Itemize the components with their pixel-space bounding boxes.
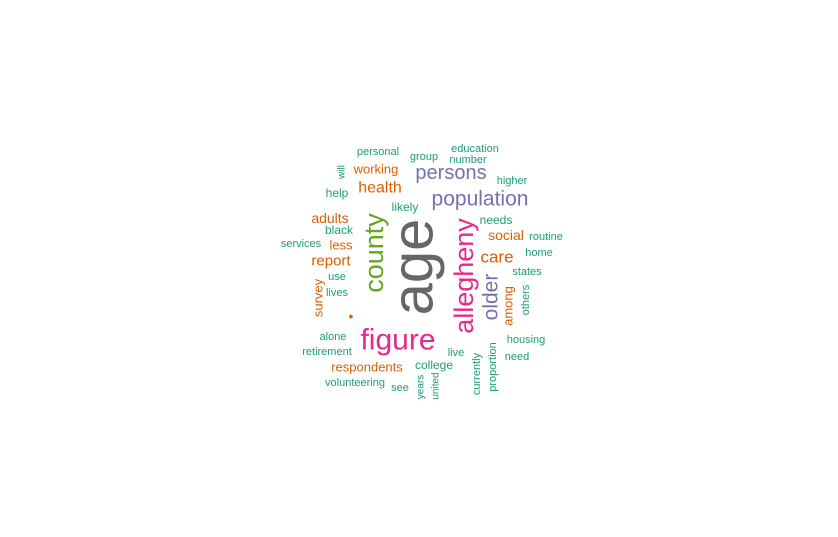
word-use: use [328,271,346,283]
word-figure: figure [360,324,435,357]
word-services: services [281,238,322,250]
word-health: health [358,180,402,197]
word-alone: alone [320,331,347,343]
word-united: united [431,372,442,399]
word-see: see [391,382,409,394]
word-will: will [337,165,348,180]
word-proportion: proportion [487,342,499,392]
word-years: years [416,375,427,399]
word-help: help [326,186,349,200]
word-retirement: retirement [302,346,352,358]
word-survey: survey [311,278,326,317]
word-persons: persons [415,162,486,184]
word-adults: adults [311,210,348,226]
word-group: group [410,151,438,163]
word-need: need [505,351,529,363]
word-needs: needs [480,213,513,227]
word-care: care [480,248,513,267]
word-lives: lives [326,287,349,299]
word-personal: personal [357,146,399,158]
word-states: states [512,266,542,278]
word-routine: routine [529,231,563,243]
word-black: black [325,223,354,237]
word-social: social [488,227,524,243]
word-less: less [329,238,353,253]
word-bullet: • [349,308,354,324]
word-currently: currently [471,352,483,395]
word-respondents: respondents [331,360,403,375]
word-working: working [353,162,399,177]
word-number: number [449,154,487,166]
word-age: age [381,219,446,316]
word-population: population [432,188,529,211]
word-allegheny: allegheny [449,218,479,334]
word-education: education [451,143,499,155]
word-likely: likely [392,200,419,214]
word-higher: higher [497,175,528,187]
word-home: home [525,247,553,259]
word-others: others [520,284,532,315]
word-volunteering: volunteering [325,377,385,389]
word-live: live [448,347,465,359]
word-among: among [501,286,516,326]
word-report: report [311,253,351,270]
word-older: older [480,274,503,321]
word-housing: housing [507,334,546,346]
word-college: college [415,358,453,372]
word-county: county [359,213,389,293]
